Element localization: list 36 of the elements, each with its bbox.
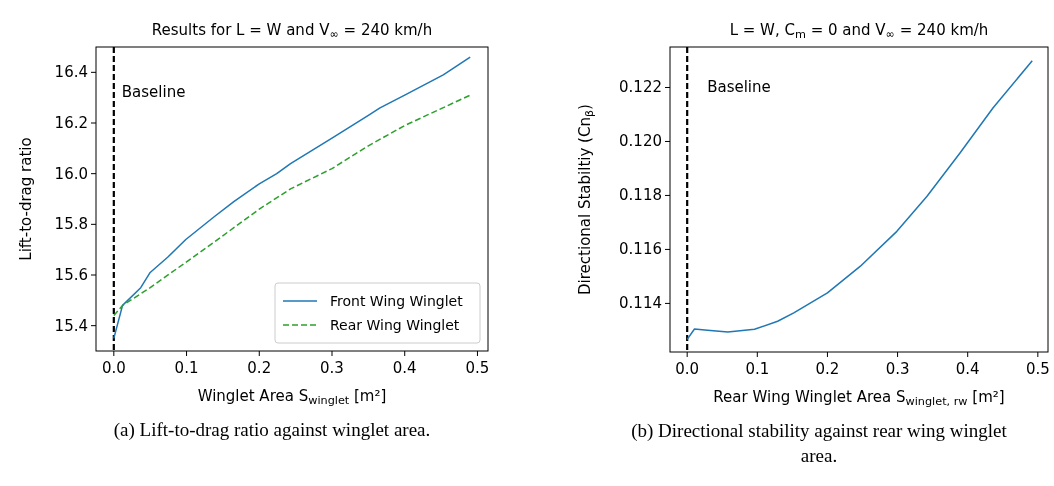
text: (a) Lift-to-drag ratio against winglet area. [113, 419, 431, 441]
line-series [113, 56, 471, 340]
chart-title: Results for L = W and V$_{∞}$ = 240 km/h [151, 21, 433, 41]
y-tick-label: 0.114 [619, 294, 662, 313]
x-tick-label: 0.0 [101, 359, 126, 377]
x-tick-label: 0.4 [955, 360, 980, 378]
y-tick-label: 15.6 [54, 266, 88, 284]
chart-title: L = W, C$_{m}$ = 0 and V$_{∞}$ = 240 km/h [729, 21, 989, 41]
x-axis-title: Winglet Area S$_{winglet}$ [m²] [197, 387, 387, 407]
x-tick-label: 0.5 [1025, 360, 1050, 378]
x-tick-label: 0.0 [675, 360, 700, 378]
legend-label: Rear Wing Winglet [330, 317, 460, 333]
x-tick-label: 0.2 [815, 360, 840, 378]
x-tick-label: 0.1 [174, 359, 199, 377]
x-tick-label: 0.1 [745, 360, 770, 378]
y-axis-title: Lift-to-drag ratio [17, 137, 35, 261]
line-series [686, 60, 1033, 341]
y-tick-label: 16.4 [54, 63, 88, 82]
x-tick-label: 0.5 [465, 359, 490, 377]
x-tick-label: 0.3 [320, 359, 344, 377]
y-tick-label: 0.120 [619, 132, 662, 151]
y-tick-label: 0.122 [619, 78, 662, 97]
text: (b) Directional stability against rear wing winglet area. [631, 420, 1008, 466]
y-tick-label: 0.118 [619, 186, 662, 205]
x-tick-label: 0.3 [885, 360, 910, 378]
x-axis-title: Rear Wing Winglet Area S$_{winglet, rw}$ [m²] [713, 388, 1005, 408]
y-tick-label: 16.0 [54, 164, 88, 183]
y-tick-label: 0.116 [619, 240, 662, 259]
legend-label: Front Wing Winglet [330, 293, 464, 309]
y-tick-label: 16.2 [54, 114, 88, 132]
x-tick-label: 0.4 [392, 359, 417, 377]
ref-line-label: Baseline [707, 78, 771, 96]
x-tick-label: 0.2 [247, 359, 272, 377]
y-tick-label: 15.8 [54, 215, 88, 234]
ref-line-label: Baseline [121, 83, 186, 101]
y-tick-label: 15.4 [54, 316, 88, 335]
